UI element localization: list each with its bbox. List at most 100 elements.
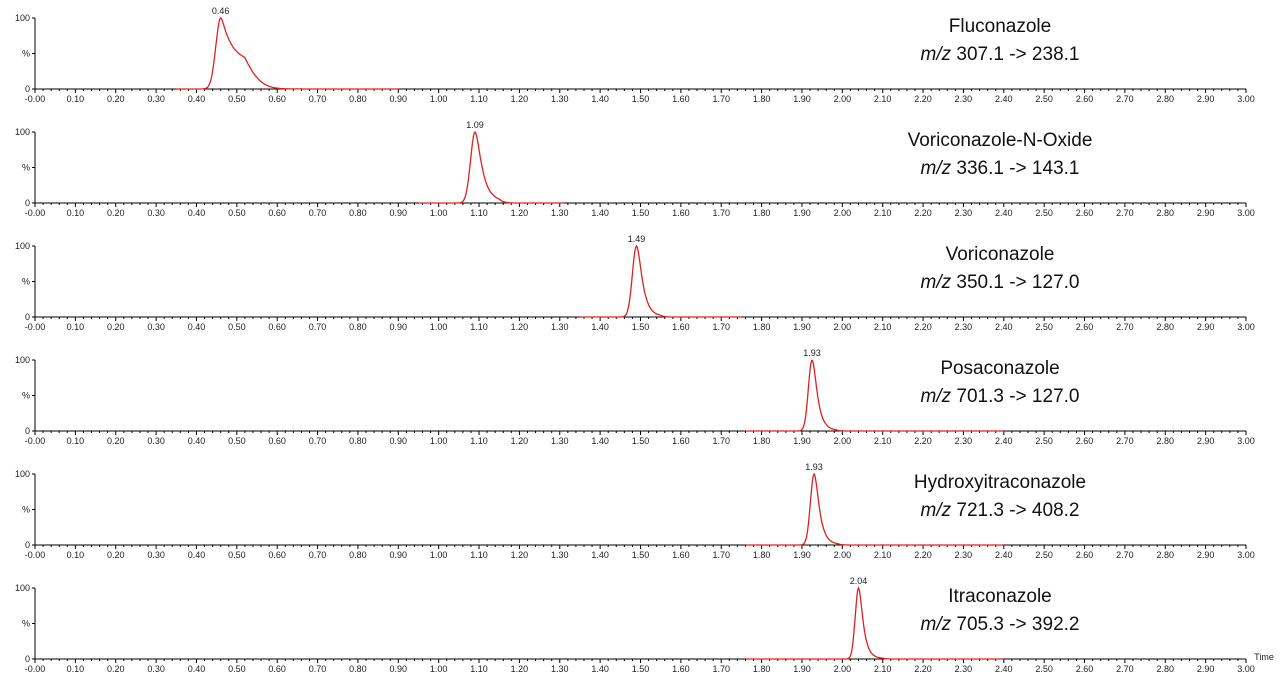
x-tick-label: 2.30 [955, 436, 973, 446]
x-tick-label: 1.40 [591, 208, 609, 218]
x-tick-label: 1.80 [753, 550, 771, 560]
x-tick-label: 2.30 [955, 322, 973, 332]
x-tick-label: 1.40 [591, 550, 609, 560]
x-tick-label: 2.40 [995, 550, 1013, 560]
x-tick-label: 2.00 [834, 664, 852, 674]
y-tick-label: 0 [25, 312, 30, 322]
x-tick-label: 1.10 [470, 550, 488, 560]
x-tick-label: 1.50 [632, 664, 650, 674]
x-tick-label: 1.70 [712, 322, 730, 332]
x-tick-label: -0.00 [25, 94, 46, 104]
x-tick-label: 1.00 [430, 664, 448, 674]
x-tick-label: 0.10 [67, 664, 85, 674]
x-tick-label: 2.10 [874, 208, 892, 218]
x-tick-label: 3.00 [1237, 322, 1255, 332]
x-tick-label: 0.30 [147, 664, 165, 674]
x-tick-label: 2.00 [834, 550, 852, 560]
x-tick-label: 2.00 [834, 208, 852, 218]
x-tick-label: 0.90 [390, 436, 408, 446]
x-tick-label: 2.00 [834, 322, 852, 332]
compound-name: Voriconazole-N-Oxide [908, 130, 1093, 151]
x-tick-label: 3.00 [1237, 208, 1255, 218]
y-tick-label: % [22, 277, 30, 287]
x-tick-label: 2.10 [874, 94, 892, 104]
compound-name: Posaconazole [940, 358, 1059, 379]
x-tick-label: -0.00 [25, 550, 46, 560]
x-tick-label: 0.30 [147, 322, 165, 332]
x-tick-label: 0.50 [228, 550, 246, 560]
x-tick-label: 0.40 [188, 208, 206, 218]
compound-name: Hydroxyitraconazole [914, 472, 1086, 493]
chromatogram-trace [745, 472, 1004, 546]
y-tick-label: 100 [15, 583, 30, 593]
x-tick-label: 1.10 [470, 436, 488, 446]
x-tick-label: 2.40 [995, 322, 1013, 332]
x-tick-label: 2.00 [834, 436, 852, 446]
y-tick-label: 0 [25, 426, 30, 436]
x-tick-label: 1.70 [712, 208, 730, 218]
x-tick-label: 0.60 [268, 208, 286, 218]
x-tick-label: 2.30 [955, 208, 973, 218]
mrm-transition: m/z 350.1 -> 127.0 [921, 272, 1080, 293]
x-tick-label: 1.60 [672, 94, 690, 104]
x-tick-label: 2.20 [914, 436, 932, 446]
x-tick-label: -0.00 [25, 322, 46, 332]
x-tick-label: 1.50 [632, 322, 650, 332]
x-tick-label: 0.10 [67, 208, 85, 218]
x-tick-label: 0.20 [107, 322, 125, 332]
y-tick-label: 0 [25, 84, 30, 94]
x-tick-label: 0.90 [390, 322, 408, 332]
x-tick-label: 2.70 [1116, 550, 1134, 560]
x-tick-label: 1.50 [632, 436, 650, 446]
x-tick-label: 2.10 [874, 664, 892, 674]
x-tick-label: 2.50 [1035, 664, 1053, 674]
x-tick-label: 0.40 [188, 94, 206, 104]
x-tick-label: 2.50 [1035, 322, 1053, 332]
compound-name: Itraconazole [948, 586, 1052, 607]
y-tick-label: 100 [15, 241, 30, 251]
x-tick-label: 2.60 [1076, 208, 1094, 218]
x-tick-label: 1.60 [672, 550, 690, 560]
x-tick-label: 1.10 [470, 664, 488, 674]
x-tick-label: 0.70 [309, 550, 327, 560]
x-tick-label: 2.70 [1116, 664, 1134, 674]
x-tick-label: 1.30 [551, 94, 569, 104]
x-tick-label: 1.40 [591, 94, 609, 104]
x-tick-label: -0.00 [25, 664, 46, 674]
y-tick-label: 100 [15, 355, 30, 365]
x-tick-label: 0.80 [349, 208, 367, 218]
x-tick-label: 1.40 [591, 436, 609, 446]
x-tick-label: 2.80 [1157, 94, 1175, 104]
chromatogram-panel: 100% 0-0.00 0.10 0.20 0.30 0.40 0.50 0.60 0.70 0.… [15, 6, 1255, 104]
x-tick-label: 2.70 [1116, 436, 1134, 446]
x-tick-label: 0.80 [349, 664, 367, 674]
x-tick-label: 0.30 [147, 94, 165, 104]
x-tick-label: 1.20 [511, 94, 529, 104]
x-tick-label: -0.00 [25, 208, 46, 218]
x-tick-label: 0.60 [268, 550, 286, 560]
chromatogram-trace [580, 244, 742, 318]
x-tick-label: 1.40 [591, 664, 609, 674]
x-tick-label: 2.50 [1035, 208, 1053, 218]
x-tick-label: -0.00 [25, 436, 46, 446]
x-tick-label: 1.50 [632, 208, 650, 218]
mrm-transition: m/z 721.3 -> 408.2 [921, 500, 1080, 521]
mrm-transition: m/z 701.3 -> 127.0 [921, 386, 1080, 407]
x-tick-label: 0.30 [147, 436, 165, 446]
x-tick-label: 3.00 [1237, 664, 1255, 674]
x-tick-label: 2.30 [955, 94, 973, 104]
x-tick-label: 1.00 [430, 94, 448, 104]
x-tick-label: 0.50 [228, 436, 246, 446]
x-tick-label: 2.60 [1076, 94, 1094, 104]
x-tick-label: 0.60 [268, 94, 286, 104]
x-tick-label: 2.50 [1035, 94, 1053, 104]
x-tick-label: 2.80 [1157, 664, 1175, 674]
x-tick-label: 0.90 [390, 664, 408, 674]
x-tick-label: 0.30 [147, 550, 165, 560]
x-tick-label: 1.30 [551, 322, 569, 332]
x-tick-label: 2.50 [1035, 550, 1053, 560]
x-tick-label: 0.20 [107, 208, 125, 218]
mrm-transition: m/z 336.1 -> 143.1 [921, 158, 1080, 179]
x-tick-label: 0.70 [309, 94, 327, 104]
